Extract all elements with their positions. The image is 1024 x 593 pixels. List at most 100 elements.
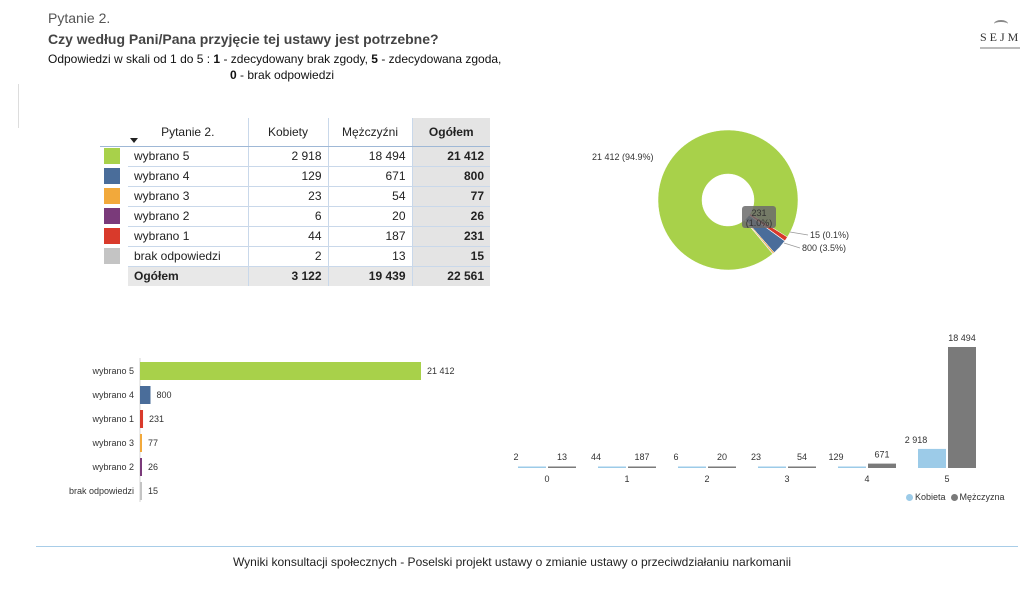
horizontal-bar-chart: wybrano 5 21 412 wybrano 4 800 wybrano 1 231 w… [69, 358, 455, 502]
scale-description-zero: 0 - brak odpowiedzi [230, 68, 334, 82]
column-value-label: 23 [751, 452, 761, 462]
row-swatch-cell [100, 166, 128, 186]
color-swatch [104, 248, 120, 264]
column-value-label: 18 494 [948, 333, 976, 343]
hbar-category-label: wybrano 1 [91, 414, 134, 424]
column-bar [838, 466, 866, 468]
scale-0-text: - brak odpowiedzi [236, 68, 335, 82]
column-value-label: 6 [673, 452, 678, 462]
donut-leader [783, 242, 801, 249]
table-total-row: Ogółem 3 122 19 439 22 561 [100, 265, 490, 286]
scale-5-key: 5 [371, 52, 378, 66]
sejm-logo: SEJM [978, 20, 1022, 56]
results-table: Pytanie 2. Kobiety Mężczyźni Ogółem wybr… [100, 118, 490, 286]
scale-1-text: - zdecydowany brak zgody, [220, 52, 372, 66]
column-value-label: 129 [828, 452, 843, 462]
row-mezczyzni: 20 [327, 206, 412, 227]
hbar-value-label: 21 412 [427, 366, 455, 376]
color-swatch [104, 148, 120, 165]
row-ogolem: 800 [411, 166, 490, 187]
total-kobiety: 3 122 [247, 265, 328, 286]
column-bar [948, 347, 976, 468]
row-kobiety: 44 [247, 226, 328, 247]
column-bar [868, 463, 896, 468]
row-ogolem: 21 412 [411, 146, 490, 167]
row-mezczyzni: 671 [327, 166, 412, 187]
donut-label: 231 [751, 208, 766, 218]
hbar-bar [140, 434, 142, 452]
hbar-value-label: 15 [148, 486, 158, 496]
row-ogolem: 26 [411, 206, 490, 227]
question-title: Czy według Pani/Pana przyjęcie tej ustaw… [48, 31, 439, 47]
row-label: wybrano 2 [128, 206, 248, 227]
donut-chart: 21 412 (94.9%) 231(1.0%) 15 (0.1%) 800 (3.5… [592, 129, 849, 271]
question-number: Pytanie 2. [48, 10, 111, 26]
header-question[interactable]: Pytanie 2. [128, 118, 248, 147]
column-bar [918, 448, 946, 468]
header-mezczyzni[interactable]: Mężczyźni [327, 118, 412, 147]
column-value-label: 2 [513, 452, 518, 462]
row-swatch-cell [100, 246, 128, 266]
column-value-label: 13 [557, 452, 567, 462]
column-bar [788, 466, 816, 468]
table-header-row: Pytanie 2. Kobiety Mężczyźni Ogółem [100, 118, 490, 147]
column-value-label: 671 [874, 450, 889, 460]
header-ogolem[interactable]: Ogółem [411, 118, 490, 147]
row-label: wybrano 1 [128, 226, 248, 247]
hbar-category-label: wybrano 4 [91, 390, 134, 400]
row-mezczyzni: 18 494 [327, 146, 412, 167]
total-mezczyzni: 19 439 [327, 265, 412, 286]
legend-dot-kobieta [906, 494, 913, 502]
grouped-column-chart: 2 13 0 44 187 1 6 20 2 23 54 3 129 671 4 2 918 18 494 5 [513, 333, 976, 484]
row-swatch-cell [100, 226, 128, 246]
row-label: wybrano 5 [128, 146, 248, 167]
table-row: wybrano 1 44 187 231 [100, 226, 490, 247]
hbar-category-label: brak odpowiedzi [69, 486, 134, 496]
row-swatch-cell [100, 186, 128, 206]
donut-label: 15 (0.1%) [810, 230, 849, 240]
row-swatch-cell [100, 206, 128, 226]
donut-leader [789, 231, 809, 236]
table-row: wybrano 2 6 20 26 [100, 206, 490, 227]
row-kobiety: 6 [247, 206, 328, 227]
logo-text: SEJM [980, 30, 1022, 44]
column-bar [678, 466, 706, 468]
sort-down-icon[interactable] [130, 138, 138, 143]
color-swatch [104, 168, 120, 184]
color-swatch [104, 228, 120, 244]
total-label: Ogółem [128, 265, 248, 286]
donut-label: (1.0%) [746, 218, 773, 228]
hbar-bar [140, 482, 142, 500]
hbar-value-label: 26 [148, 462, 158, 472]
column-category-label: 1 [624, 474, 629, 484]
row-kobiety: 2 918 [247, 146, 328, 167]
hbar-bar [140, 386, 151, 404]
column-bar [548, 466, 576, 468]
row-kobiety: 23 [247, 186, 328, 207]
table-row: wybrano 3 23 54 77 [100, 186, 490, 207]
donut-label: 21 412 (94.9%) [592, 152, 654, 162]
column-bar [628, 466, 656, 468]
color-swatch [104, 208, 120, 224]
row-mezczyzni: 13 [327, 246, 412, 267]
row-label: wybrano 4 [128, 166, 248, 187]
charts-canvas: 21 412 (94.9%)231(1.0%)15 (0.1%)800 (3.5… [69, 129, 976, 502]
row-swatch-cell [100, 146, 128, 166]
hbar-value-label: 800 [156, 390, 171, 400]
row-label: wybrano 3 [128, 186, 248, 207]
hbar-bar [140, 458, 142, 476]
column-category-label: 2 [704, 474, 709, 484]
scale-5-text: - zdecydowana zgoda, [377, 52, 502, 66]
column-value-label: 187 [634, 452, 649, 462]
header-kobiety[interactable]: Kobiety [247, 118, 328, 147]
row-ogolem: 77 [411, 186, 490, 207]
column-bar [598, 466, 626, 468]
footer-divider [36, 546, 1018, 547]
scale-1-key: 1 [213, 52, 221, 66]
row-mezczyzni: 54 [327, 186, 412, 207]
column-category-label: 5 [944, 474, 949, 484]
donut-label: 800 (3.5%) [802, 243, 846, 253]
row-label: brak odpowiedzi [128, 246, 248, 267]
row-mezczyzni: 187 [327, 226, 412, 247]
legend-label-kobieta: Kobieta [915, 492, 946, 502]
